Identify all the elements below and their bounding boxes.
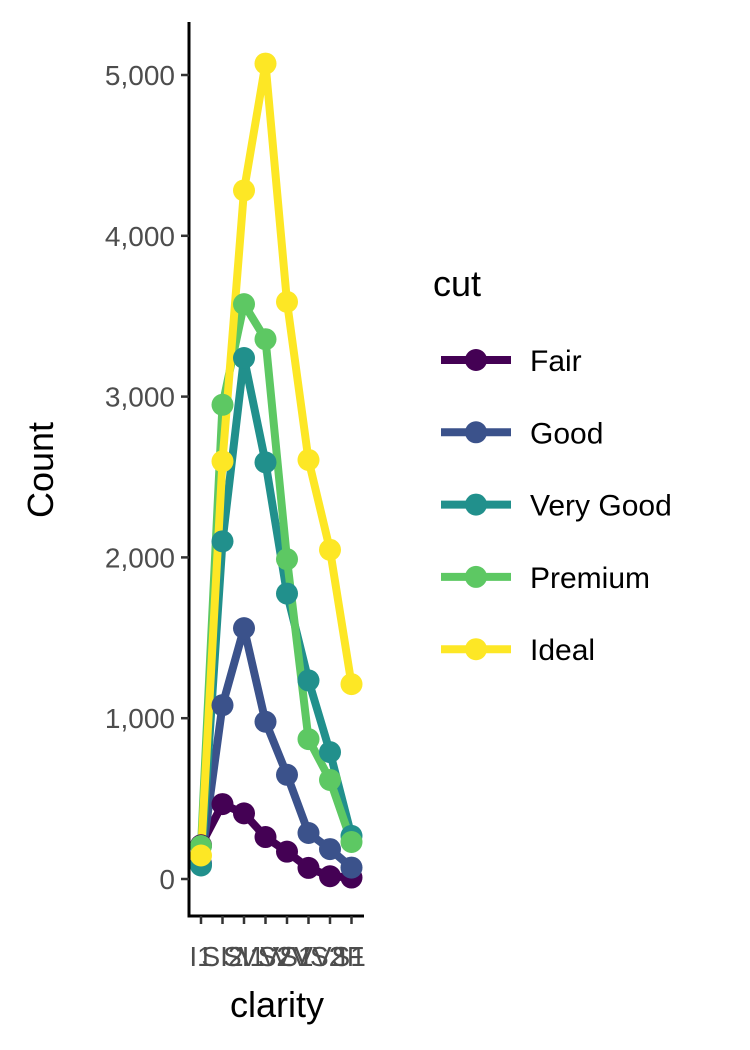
data-point: [276, 582, 298, 605]
data-point: [276, 290, 298, 313]
legend-key-dot: [465, 493, 487, 516]
data-point: [233, 802, 255, 825]
data-point: [319, 741, 341, 764]
data-point: [276, 548, 298, 571]
x-tick-label: IF: [339, 941, 364, 972]
data-point: [319, 538, 341, 561]
data-point: [297, 822, 320, 845]
data-point: [254, 52, 277, 75]
data-point: [254, 451, 277, 474]
legend: cut Fair Good Very Good Premium Ideal: [433, 263, 672, 667]
data-point: [190, 844, 212, 867]
legend-label: Very Good: [530, 490, 672, 523]
y-tick-label: 5,000: [105, 60, 175, 91]
y-tick-label: 2,000: [105, 542, 175, 573]
x-tick-label: SI1: [223, 941, 265, 972]
y-tick-label: 1,000: [105, 703, 175, 734]
y-tick-label: 4,000: [105, 221, 175, 252]
data-point: [297, 448, 320, 471]
data-point: [297, 856, 320, 879]
x-tick-label: VS1: [261, 941, 314, 972]
data-point: [276, 763, 298, 786]
x-axis-title: clarity: [230, 984, 324, 1025]
data-point: [254, 710, 277, 733]
data-point: [297, 669, 320, 692]
series-line: [197, 354, 356, 870]
legend-label: Premium: [530, 562, 650, 595]
data-point: [211, 450, 234, 473]
data-point: [254, 328, 277, 351]
y-axis-title: Count: [20, 422, 61, 518]
x-tick-label: SI2: [201, 941, 243, 972]
data-point: [211, 393, 234, 416]
data-point: [254, 826, 277, 849]
data-point: [233, 347, 255, 370]
x-tick-label: VS2: [239, 941, 292, 972]
x-tick-label: VVS2: [273, 941, 345, 972]
data-point: [319, 838, 341, 861]
axes: 0 1,000 2,000 3,000 4,000 5,000 I1SI2SI1VS2VS1…: [105, 22, 366, 972]
series-line: [197, 59, 356, 860]
legend-key-dot: [465, 421, 487, 444]
x-tick-label: VVS1: [294, 941, 366, 972]
data-point: [297, 728, 320, 751]
y-tick-label: 3,000: [105, 382, 175, 413]
legend-label: Ideal: [530, 634, 595, 667]
data-point: [211, 530, 234, 553]
data-point: [340, 673, 363, 696]
legend-key-dot: [465, 349, 487, 371]
data-point: [319, 865, 341, 888]
x-tick-label: I1: [189, 941, 212, 972]
data-point: [340, 831, 363, 854]
legend-label: Good: [530, 417, 603, 450]
legend-key-dot: [465, 565, 487, 588]
data-point: [211, 694, 234, 717]
plot-area: [190, 52, 363, 889]
data-point: [276, 840, 298, 863]
data-point: [233, 617, 255, 640]
legend-title: cut: [433, 263, 481, 304]
data-point: [233, 179, 255, 202]
legend-label: Fair: [530, 345, 582, 378]
legend-key-dot: [465, 638, 487, 661]
data-point: [340, 856, 363, 879]
y-tick-label: 0: [159, 864, 175, 895]
data-point: [211, 793, 234, 816]
data-point: [233, 293, 255, 316]
data-point: [319, 768, 341, 791]
